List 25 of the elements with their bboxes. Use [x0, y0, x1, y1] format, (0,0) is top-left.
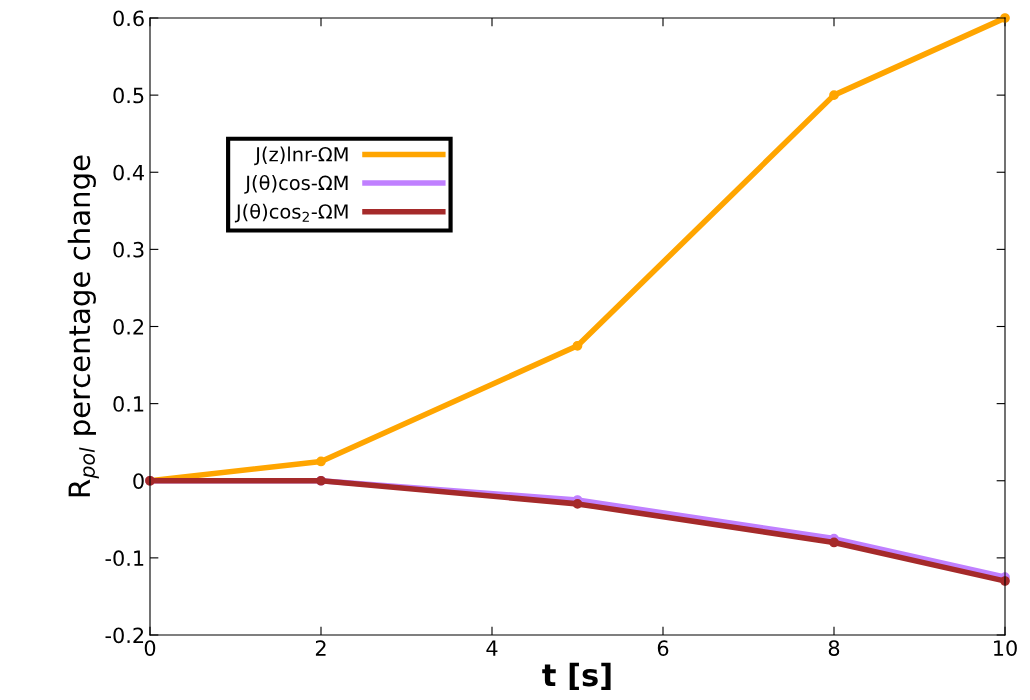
point: [829, 537, 839, 548]
y-tick-label: 0: [133, 473, 144, 489]
y-tick-label: 0.6: [113, 10, 144, 27]
y-tick-label: 0.3: [113, 241, 144, 258]
y-tick-label: 0.4: [113, 164, 144, 181]
point: [316, 456, 326, 467]
x-tick-label: 8: [828, 640, 840, 656]
x-tick-label: 4: [486, 640, 498, 656]
x-tick-label: 10: [994, 640, 1017, 656]
legend-label: J(θ)cos-ΩM: [244, 174, 348, 194]
x-tick-label: 0: [144, 640, 156, 656]
x-tick-label: 2: [315, 640, 326, 656]
point: [572, 499, 583, 509]
y-tick-label: 0.5: [113, 87, 144, 104]
y-axis-title: R$_{pol}$ percentage change: [67, 155, 99, 497]
y-tick-label: -0.2: [105, 627, 144, 644]
legend-label: J(z)lnr-ΩM: [254, 146, 348, 166]
y-tick-label: -0.1: [105, 550, 144, 567]
x-tick-label: 6: [657, 640, 669, 656]
y-tick-label: 0.1: [113, 396, 144, 412]
y-tick-label: 0.2: [113, 318, 144, 335]
point: [829, 90, 839, 100]
point: [572, 340, 583, 351]
x-axis-title: t [s]: [542, 662, 611, 691]
legend-label: J(θ)cos$_{2}$-ΩM: [234, 203, 348, 223]
